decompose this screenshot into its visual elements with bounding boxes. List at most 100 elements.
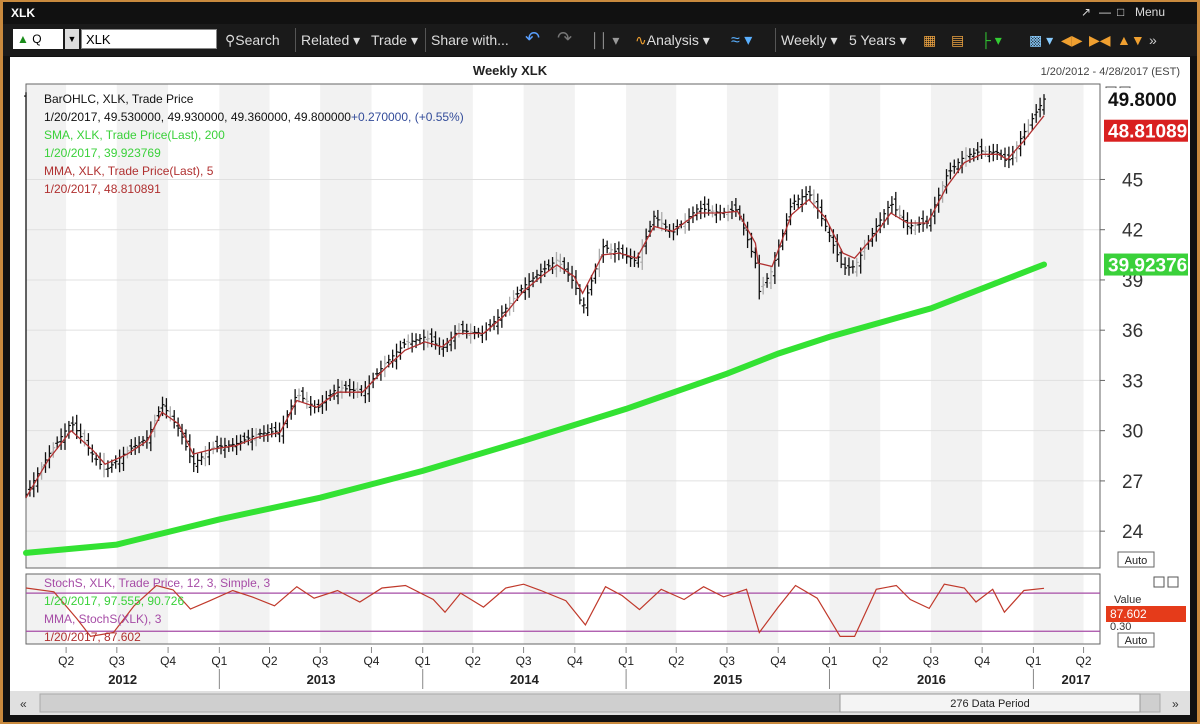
stoch-mma-line [25,583,1045,638]
menu-button[interactable]: Menu [1135,5,1166,19]
ohlc-bar [792,194,797,211]
x-quarter-label: Q1 [821,654,837,668]
last-price-badge [1104,88,1188,111]
scroll-left-icon[interactable]: ◀▶ [1061,32,1083,48]
ohlc-bar [975,142,980,161]
ohlc-bar [425,330,430,348]
ohlc-bar [78,423,83,444]
expand-icon[interactable]: ↗ [1081,5,1092,19]
ohlc-bar [441,339,446,357]
ohlc-bar [655,209,660,228]
quarter-band [1033,84,1084,568]
ohlc-bar [909,219,914,235]
stoch-panel-border [25,573,1101,645]
ohlc-bar [862,239,867,260]
x-quarter-label: Q4 [770,654,786,668]
toolbar-divider [295,28,296,52]
quote-type-label: Q [32,32,42,46]
bar-tool-icon[interactable]: ││ ▾ [591,32,620,48]
price-chart[interactable]: Weekly XLK 1/20/2012 - 4/28/2017 (EST) 2… [10,57,1190,715]
maximize-icon[interactable]: □ [1117,5,1125,19]
ohlc-bar [620,244,625,259]
scroll-right-arrow-icon[interactable]: » [1172,697,1179,711]
minimize-icon[interactable]: — [1099,5,1111,19]
ohlc-bar [1038,97,1043,118]
x-quarter-label: Q1 [415,654,431,668]
scrollbar-thumb[interactable] [839,693,1141,713]
ohlc-bar [297,388,302,403]
search-icon: ⚲ [225,32,236,48]
mma-badge-value: 48.81089 [1108,122,1187,143]
drawing-tools-icon[interactable]: ├ ▾ [981,32,1002,48]
studies-icon[interactable]: ≈ ▾ [731,32,753,49]
chart-area[interactable]: Weekly XLK 1/20/2012 - 4/28/2017 (EST) 2… [10,57,1190,715]
ohlc-bar [113,455,118,469]
x-year-label: 2016 [917,672,946,687]
more-icon[interactable]: » [1149,32,1157,48]
range-select[interactable]: 5 Years ▾ [849,32,907,48]
quote-type-select[interactable]: ▲ Q [13,29,63,49]
auto-scale-button[interactable] [1117,551,1155,568]
y-tick-label: 30 [1122,422,1143,443]
ohlc-bar [187,434,192,464]
quarter-band [26,574,67,644]
scroll-left-arrow-icon[interactable]: « [20,697,27,711]
chart-style-icon[interactable]: ▦ [923,32,937,48]
ohlc-bar [347,378,352,397]
quarter-band [829,574,881,644]
stoch-value-label: 1/20/2017, 97.555, 90.726 [44,594,184,608]
undo-icon[interactable]: ↶ [525,28,541,48]
ohlc-bar [339,380,344,399]
ohlc-bar [35,467,40,493]
trade-button[interactable]: Trade ▾ [371,32,418,48]
x-quarter-label: Q4 [567,654,583,668]
analysis-label: Analysis [646,32,699,48]
redo-icon[interactable]: ↷ [557,28,573,48]
search-button[interactable]: ⚲Search [225,32,280,49]
ohlc-bar [995,144,1000,161]
ohlc-bar [601,238,606,263]
x-quarter-label: Q3 [109,654,125,668]
compare-icon[interactable]: ▤ [951,32,965,48]
ohlc-bar [402,338,407,349]
chevron-down-icon[interactable]: ▼ [65,29,79,49]
ohlc-bar [70,416,75,432]
ohlc-bar [55,436,60,450]
zoom-icon[interactable]: ▶◀ [1089,32,1111,48]
analysis-button[interactable]: ∿Analysis ▾ [635,32,710,48]
auto-scale-label: Auto [1125,555,1148,567]
share-button[interactable]: Share with... [431,32,509,48]
legend-sma-series: SMA, XLK, Trade Price(Last), 200 [44,128,225,142]
mma-5-line [25,115,1045,499]
ohlc-bar [729,200,734,220]
legend-bar-values: 1/20/2017, 49.530000, 49.930000, 49.3600… [44,110,464,124]
ohlc-bar [203,445,208,467]
ohlc-bar [753,247,758,269]
legend-mma-series: MMA, XLK, Trade Price(Last), 5 [44,164,214,178]
symbol-input[interactable]: XLK [81,29,217,49]
quarter-band [930,574,983,644]
stoch-restore-icon[interactable] [1153,576,1165,588]
x-year-label: 2017 [1062,672,1091,687]
period-label: Weekly [781,32,827,48]
x-quarter-label: Q3 [516,654,532,668]
ohlc-bar [133,437,138,455]
stoch-close-icon[interactable] [1167,576,1179,588]
ohlc-bar [698,200,703,220]
ohlc-bar [464,323,469,339]
stoch-auto-button[interactable] [1117,632,1155,648]
ohlc-bar [768,265,773,290]
ohlc-bar [605,240,610,254]
ohlc-bar [796,194,801,209]
ohlc-bar [948,162,953,180]
ohlc-bar [616,241,621,261]
related-button[interactable]: Related ▾ [301,32,361,48]
layout-icon[interactable]: ▩ ▾ [1029,32,1054,48]
ohlc-bar [207,442,212,466]
ohlc-bar [979,138,984,159]
period-select[interactable]: Weekly ▾ [781,32,838,48]
ohlc-bar [531,271,536,288]
quarter-band [626,84,677,568]
quarter-band [422,84,473,568]
fit-icon[interactable]: ▲▼ [1117,32,1145,48]
